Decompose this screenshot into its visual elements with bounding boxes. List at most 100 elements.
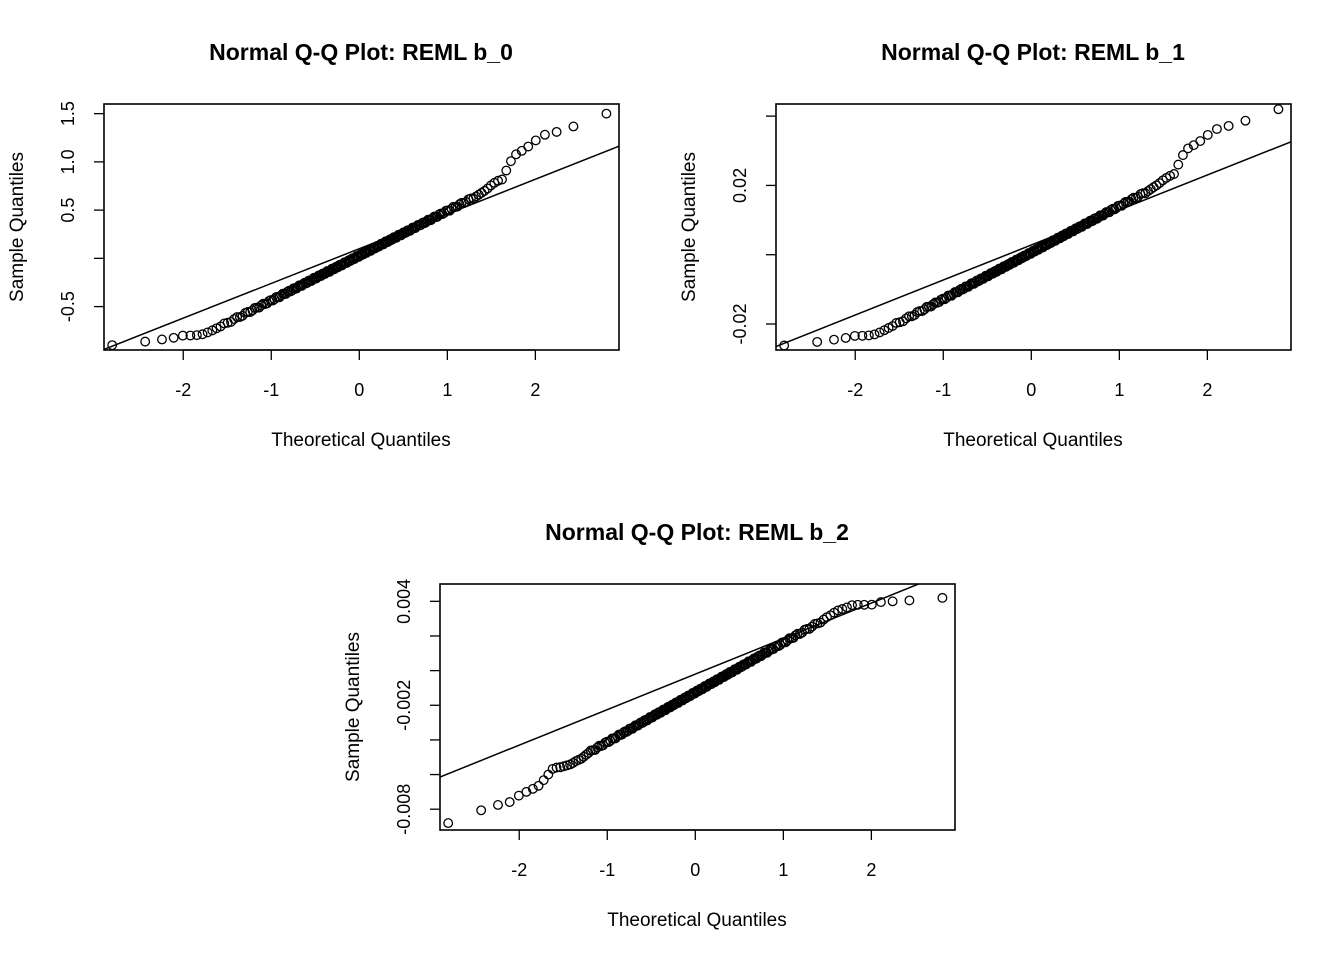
- x-tick-label: -1: [935, 380, 951, 400]
- qq-point: [443, 818, 454, 829]
- qq-point: [1223, 120, 1234, 131]
- qq-point: [937, 592, 948, 603]
- qq-point: [898, 316, 908, 327]
- x-tick-label: 0: [354, 380, 364, 400]
- qq-point: [1195, 136, 1206, 146]
- qq-point: [1169, 169, 1179, 179]
- qq-point: [1151, 180, 1162, 191]
- x-axis-label: Theoretical Quantiles: [271, 430, 451, 451]
- y-tick-label: 0.004: [394, 579, 414, 624]
- qq-point: [530, 135, 541, 146]
- y-tick-label: 0.5: [58, 198, 78, 223]
- y-axis-label: Sample Quantiles: [343, 632, 364, 782]
- qq-point: [533, 780, 544, 791]
- qq-point: [859, 599, 870, 610]
- x-tick-label: -2: [511, 860, 527, 880]
- qq-point: [804, 623, 815, 634]
- qq-point: [521, 786, 532, 797]
- qq-point: [497, 174, 507, 185]
- qq-point: [232, 312, 243, 322]
- qq-point: [226, 316, 236, 327]
- qq-point: [543, 769, 554, 780]
- x-tick-label: -1: [263, 380, 279, 400]
- y-tick-label: 1.5: [58, 101, 78, 126]
- qq-point: [901, 313, 912, 324]
- qq-point: [840, 332, 851, 343]
- x-tick-label: 1: [442, 380, 452, 400]
- reference-line: [104, 145, 619, 350]
- qq-point: [157, 334, 167, 345]
- qq-point: [1137, 188, 1148, 199]
- qq-point: [177, 330, 188, 341]
- qq-point: [1177, 150, 1188, 161]
- y-tick-label: -0.02: [730, 303, 750, 344]
- plot-frame: [103, 103, 620, 351]
- qq-point: [807, 621, 817, 632]
- qq-panel-b2: Normal Q-Q Plot: REML b_2 Theoretical Qu…: [343, 519, 956, 931]
- qq-point: [1173, 159, 1184, 170]
- qq-point: [568, 121, 579, 132]
- x-tick-label: 0: [1026, 380, 1036, 400]
- qq-point: [527, 783, 538, 794]
- qq-point: [1126, 194, 1137, 205]
- qq-point: [1183, 143, 1193, 154]
- qq-point: [185, 330, 196, 341]
- qq-point: [538, 775, 549, 786]
- qq-point: [887, 596, 898, 607]
- plot-area: -2 -1 0 1 2 -0.5 0.5 1.0 1.5: [58, 101, 619, 400]
- qq-point: [1273, 104, 1284, 115]
- qq-point: [191, 330, 202, 341]
- qq-point: [1154, 178, 1165, 189]
- qq-point: [482, 183, 493, 194]
- qq-point: [256, 300, 267, 311]
- x-tick-label: 1: [778, 860, 788, 880]
- qq-point: [837, 604, 848, 614]
- qq-point: [833, 605, 843, 616]
- qq-point: [229, 314, 240, 324]
- qq-point: [513, 790, 524, 801]
- y-tick-label: -0.5: [58, 291, 78, 322]
- qq-point: [140, 336, 151, 347]
- panel-title: Normal Q-Q Plot: REML b_2: [545, 519, 849, 545]
- qq-point: [551, 126, 562, 137]
- plot-frame: [439, 583, 956, 831]
- y-tick-label: 0.02: [730, 168, 750, 203]
- reference-line: [440, 584, 921, 778]
- x-axis-label: Theoretical Quantiles: [943, 430, 1123, 451]
- plot-frame: [775, 103, 1292, 351]
- qq-point: [857, 330, 868, 341]
- x-axis-label: Theoretical Quantiles: [607, 910, 787, 931]
- qq-point: [829, 334, 839, 345]
- x-tick-label: -2: [175, 380, 191, 400]
- reference-line: [776, 141, 1291, 348]
- qq-point: [869, 329, 880, 340]
- qq-point: [874, 327, 885, 338]
- x-tick-label: 2: [1202, 380, 1212, 400]
- qq-point: [852, 599, 863, 610]
- qq-point: [790, 630, 801, 641]
- x-tick-label: 0: [690, 860, 700, 880]
- qq-point: [875, 597, 886, 608]
- qq-point: [202, 327, 213, 338]
- qq-point: [601, 108, 612, 119]
- qq-point: [568, 757, 579, 768]
- qq-point: [891, 318, 902, 328]
- qq-point: [904, 311, 915, 322]
- qq-point: [493, 175, 504, 186]
- qq-point: [547, 763, 558, 774]
- qq-point: [479, 185, 490, 196]
- qq-point: [849, 330, 860, 341]
- x-tick-label: 2: [530, 380, 540, 400]
- y-tick-label: -0.008: [394, 784, 414, 835]
- qq-point: [551, 762, 562, 773]
- y-tick-label: -0.002: [394, 680, 414, 731]
- qq-panel-b0: Normal Q-Q Plot: REML b_0 Theoretical Qu…: [7, 39, 620, 451]
- qq-point: [539, 129, 550, 140]
- qq-point: [501, 165, 512, 176]
- qq-point: [863, 330, 874, 341]
- y-tick-label: 1.0: [58, 149, 78, 174]
- qq-point: [812, 336, 823, 347]
- qq-point: [168, 332, 179, 343]
- qq-point: [841, 602, 852, 613]
